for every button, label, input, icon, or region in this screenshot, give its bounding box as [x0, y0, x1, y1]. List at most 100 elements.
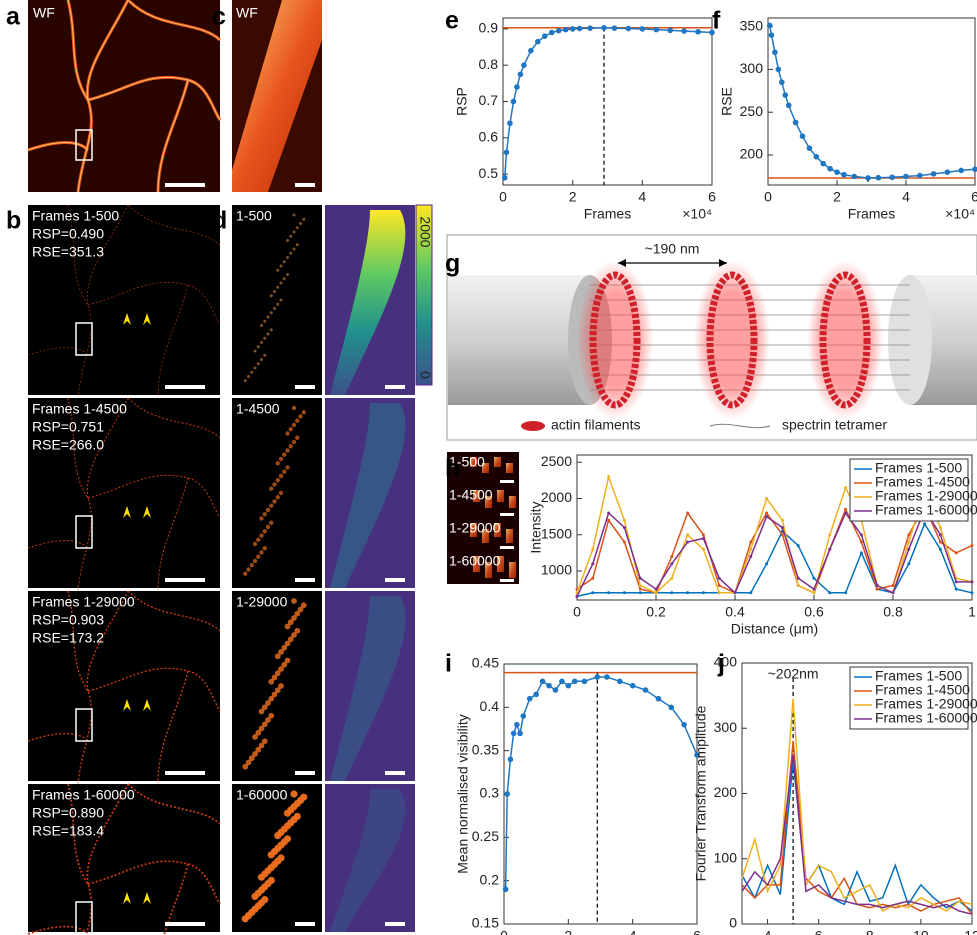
point	[827, 166, 833, 172]
image-label: 1-29000	[236, 594, 288, 610]
point	[623, 591, 626, 594]
point	[828, 591, 831, 594]
point	[582, 679, 588, 685]
point	[907, 562, 910, 565]
point	[607, 519, 610, 522]
point	[655, 591, 658, 594]
x-multiplier: ×10⁴	[682, 206, 712, 222]
point	[767, 23, 773, 29]
panel-label: b	[6, 207, 21, 235]
point	[587, 25, 593, 31]
point	[844, 512, 847, 515]
x-tick-label: 8	[866, 928, 874, 935]
point	[670, 591, 673, 594]
image-label: RSE=351.3	[32, 244, 104, 260]
y-tick-label: 0.35	[472, 741, 499, 757]
point	[892, 584, 895, 587]
y-tick-label: 0.15	[472, 915, 499, 931]
point	[670, 577, 673, 580]
image-label: 1-500	[236, 208, 272, 224]
chart: 100015002000250000.20.40.60.81Distance (…	[528, 453, 977, 637]
point	[971, 544, 974, 547]
colorbar: 2000 0	[416, 205, 433, 385]
point	[535, 39, 541, 45]
point	[553, 687, 559, 693]
point	[607, 512, 610, 515]
y-tick-label: 0.3	[480, 785, 500, 801]
x-tick-label: 2	[833, 189, 841, 205]
y-tick-label: 200	[740, 146, 764, 162]
x-tick-label: 2	[569, 189, 577, 205]
point	[734, 591, 737, 594]
series-line	[770, 26, 975, 179]
image-label: RSP=0.490	[32, 226, 104, 242]
point	[686, 533, 689, 536]
y-tick-label: 2500	[541, 453, 572, 469]
x-tick-label: 0	[499, 189, 507, 205]
point	[931, 171, 937, 177]
x-tick-label: 0	[500, 928, 508, 935]
point	[813, 588, 816, 591]
point	[702, 533, 705, 536]
point	[841, 172, 847, 178]
panel-label: e	[445, 7, 459, 35]
point	[907, 541, 910, 544]
point	[892, 591, 895, 594]
image-label: RSP=0.751	[32, 419, 104, 435]
point	[772, 49, 778, 55]
point	[972, 166, 977, 172]
x-tick-label: 4	[638, 189, 646, 205]
point	[814, 154, 820, 160]
point	[769, 32, 775, 38]
point	[800, 133, 806, 139]
diagram-g: ~190 nm actin filaments spectrin tetrame…	[447, 235, 977, 440]
point	[844, 486, 847, 489]
point	[527, 696, 533, 702]
point	[876, 175, 882, 181]
x-tick-label: 12	[964, 928, 977, 935]
image-label: 1-29000	[449, 520, 501, 536]
point	[749, 555, 752, 558]
plot-frame	[503, 18, 712, 185]
series-line	[577, 524, 972, 597]
annotation: ~202nm	[768, 666, 819, 682]
y-tick-label: 0.9	[479, 20, 499, 36]
y-tick-label: 0.6	[479, 129, 499, 145]
legend-label: Frames 1-60000	[875, 502, 977, 518]
point	[655, 588, 658, 591]
point	[765, 515, 768, 518]
point	[834, 169, 840, 175]
point	[813, 591, 816, 594]
point	[533, 692, 539, 698]
chart: 2002503003500246FramesRSE×10⁴	[719, 17, 977, 221]
chart: 0.50.60.70.80.90246FramesRSP×10⁴	[454, 18, 716, 222]
image-label: Frames 1-4500	[32, 401, 127, 417]
point	[686, 512, 689, 515]
point	[781, 519, 784, 522]
image-label: 1-60000	[449, 553, 501, 569]
point	[626, 26, 632, 32]
image-label: 1-4500	[236, 401, 280, 417]
point	[502, 175, 508, 181]
colorbar-label: 2000	[417, 216, 433, 247]
point	[623, 541, 626, 544]
image-label: Frames 1-60000	[32, 787, 135, 803]
image-label: 1-60000	[236, 787, 288, 803]
point	[591, 562, 594, 565]
point	[601, 25, 607, 31]
point	[820, 161, 826, 167]
series-line	[506, 677, 697, 889]
chart: 0.150.20.250.30.350.40.450246FramesMean …	[455, 655, 701, 935]
x-tick-label: 0.2	[646, 604, 666, 620]
point	[667, 28, 673, 34]
point	[528, 48, 534, 54]
point	[749, 541, 752, 544]
y-tick-label: 400	[714, 654, 738, 670]
point	[521, 713, 527, 719]
x-tick-label: 6	[708, 189, 716, 205]
point	[542, 33, 548, 39]
y-tick-label: 0	[729, 915, 737, 931]
y-tick-label: 0.45	[472, 655, 499, 671]
point	[640, 26, 646, 32]
legend: Frames 1-500Frames 1-4500Frames 1-29000F…	[850, 667, 977, 729]
